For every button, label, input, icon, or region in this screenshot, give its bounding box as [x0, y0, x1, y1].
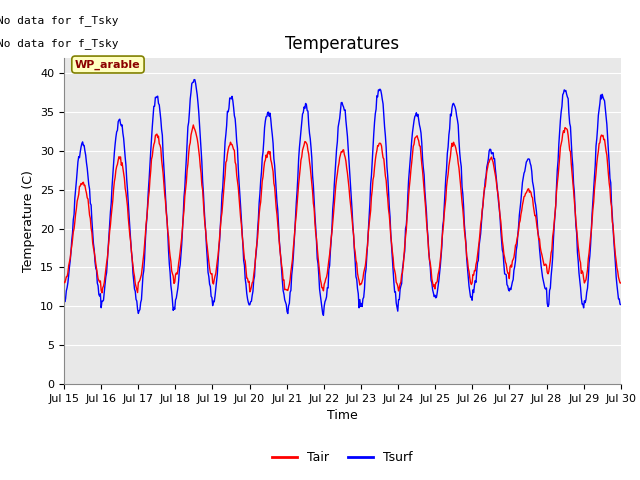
Y-axis label: Temperature (C): Temperature (C) — [22, 170, 35, 272]
X-axis label: Time: Time — [327, 409, 358, 422]
Legend: Tair, Tsurf: Tair, Tsurf — [268, 446, 417, 469]
Text: WP_arable: WP_arable — [75, 60, 141, 70]
Text: No data for f_Tsky: No data for f_Tsky — [0, 15, 118, 26]
Title: Temperatures: Temperatures — [285, 35, 399, 53]
Text: No data for f_Tsky: No data for f_Tsky — [0, 38, 118, 49]
